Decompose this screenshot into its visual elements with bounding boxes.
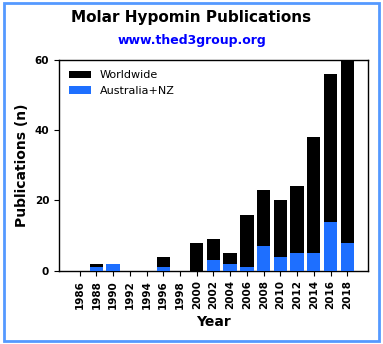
- Bar: [224, 253, 237, 271]
- Bar: [207, 260, 220, 271]
- Bar: [224, 264, 237, 271]
- Bar: [340, 243, 354, 271]
- Bar: [90, 267, 103, 271]
- Bar: [157, 257, 170, 271]
- Bar: [307, 253, 321, 271]
- X-axis label: Year: Year: [196, 315, 231, 329]
- Bar: [340, 60, 354, 271]
- Bar: [257, 190, 270, 271]
- Bar: [274, 257, 287, 271]
- Legend: Worldwide, Australia+NZ: Worldwide, Australia+NZ: [64, 66, 179, 100]
- Text: Molar Hypomin Publications: Molar Hypomin Publications: [72, 10, 311, 25]
- Bar: [324, 222, 337, 271]
- Bar: [190, 243, 203, 271]
- Text: www.thed3group.org: www.thed3group.org: [117, 34, 266, 47]
- Y-axis label: Publications (n): Publications (n): [15, 104, 29, 227]
- Bar: [240, 215, 254, 271]
- Bar: [290, 186, 304, 271]
- Bar: [90, 264, 103, 271]
- Bar: [207, 239, 220, 271]
- Bar: [290, 253, 304, 271]
- Bar: [257, 246, 270, 271]
- Bar: [274, 201, 287, 271]
- Bar: [157, 267, 170, 271]
- Bar: [106, 264, 120, 271]
- Bar: [106, 264, 120, 271]
- Bar: [240, 267, 254, 271]
- Bar: [324, 74, 337, 271]
- Bar: [307, 137, 321, 271]
